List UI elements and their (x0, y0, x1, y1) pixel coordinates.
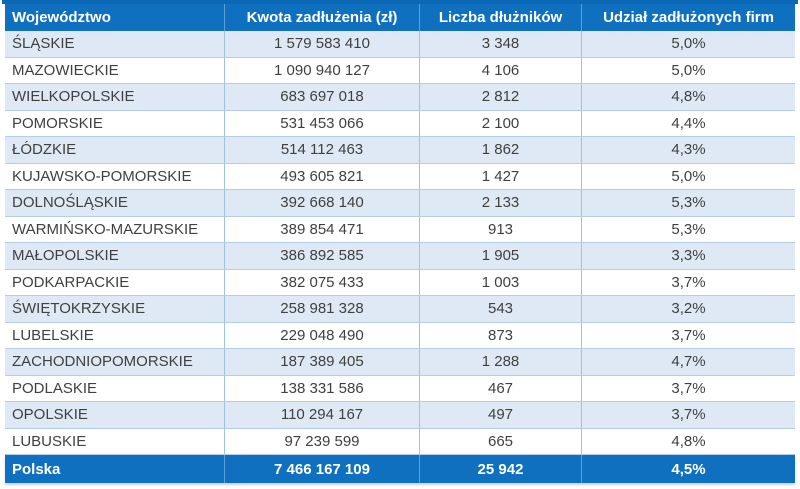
table-row-10: PODKARPACKIE 382 075 433 1 003 3,7% (5, 269, 795, 296)
table-row-3-cell-liczba-dluznikow: 2 812 (420, 84, 582, 110)
table-row-6-cell-kwota-zadluzenia: 493 605 821 (225, 163, 420, 189)
table-row-1-cell-wojewodztwo: ŚLĄSKIE (5, 31, 225, 57)
table-row-9: MAŁOPOLSKIE 386 892 585 1 905 3,3% (5, 243, 795, 270)
total-row-polska-cell-wojewodztwo: Polska (5, 455, 225, 483)
table-row-4-cell-liczba-dluznikow: 2 100 (420, 110, 582, 136)
table-row-15-cell-wojewodztwo: OPOLSKIE (5, 402, 225, 428)
table-row-14-cell-liczba-dluznikow: 467 (420, 375, 582, 401)
table-top-border (2, 0, 798, 4)
column-header-row: Województwo Kwota zadłużenia (zł) Liczba d… (5, 4, 795, 31)
table-row-9-cell-liczba-dluznikow: 1 905 (420, 243, 582, 269)
table-row-7-cell-udzial-zadluzonych-firm: 5,3% (671, 194, 706, 212)
table-row-10-cell-liczba-dluznikow: 1 003 (420, 269, 582, 295)
table-row-13-cell-liczba-dluznikow: 1 288 (420, 349, 582, 375)
table-row-16-cell-kwota-zadluzenia: 97 239 599 (225, 428, 420, 454)
table-row-2: MAZOWIECKIE 1 090 940 127 4 106 5,0% (5, 57, 795, 84)
table-row-4: POMORSKIE 531 453 066 2 100 4,4% (5, 110, 795, 137)
table-row-12-cell-liczba-dluznikow: 873 (420, 322, 582, 348)
table-row-7-cell-wojewodztwo: DOLNOŚLĄSKIE (5, 190, 225, 216)
table-row-2-cell-udzial-zadluzonych-firm: 5,0% (671, 61, 706, 79)
total-row-polska-cell-liczba-dluznikow: 25 942 (420, 455, 582, 483)
table-row-16-cell-wojewodztwo: LUBUSKIE (5, 428, 225, 454)
table-row-9-cell-wojewodztwo: MAŁOPOLSKIE (5, 243, 225, 269)
table-row-8: WARMIŃSKO-MAZURSKIE 389 854 471 913 5,3% (5, 216, 795, 243)
table-row-5-cell-liczba-dluznikow: 1 862 (420, 137, 582, 163)
table-row-3-cell-udzial-zadluzonych-firm: 4,8% (671, 88, 706, 106)
table-row-8-cell-liczba-dluznikow: 913 (420, 216, 582, 242)
table-row-6: KUJAWSKO-POMORSKIE 493 605 821 1 427 5,0% (5, 163, 795, 190)
table-row-14-cell-udzial-zadluzonych-firm: 3,7% (671, 379, 706, 397)
table-row-12-cell-kwota-zadluzenia: 229 048 490 (225, 322, 420, 348)
table-row-10-cell-udzial-zadluzonych-firm: 3,7% (671, 273, 706, 291)
table-row-4-cell-wojewodztwo: POMORSKIE (5, 110, 225, 136)
table-row-9-cell-udzial-zadluzonych-firm: 3,3% (671, 247, 706, 265)
table-row-5-cell-udzial-zadluzonych-firm: 4,3% (671, 141, 706, 159)
table-row-1-cell-liczba-dluznikow: 3 348 (420, 31, 582, 57)
table-row-11-cell-udzial-zadluzonych-firm: 3,2% (671, 300, 706, 318)
table-row-3-cell-kwota-zadluzenia: 683 697 018 (225, 84, 420, 110)
table-row-2-cell-liczba-dluznikow: 4 106 (420, 57, 582, 83)
table-row-7-cell-kwota-zadluzenia: 392 668 140 (225, 190, 420, 216)
table-row-8-cell-udzial-zadluzonych-firm: 5,3% (671, 220, 706, 238)
table-row-6-cell-udzial-zadluzonych-firm: 5,0% (671, 167, 706, 185)
table-row-15-cell-udzial-zadluzonych-firm: 3,7% (671, 406, 706, 424)
table-row-16-cell-liczba-dluznikow: 665 (420, 428, 582, 454)
table-row-13-cell-udzial-zadluzonych-firm: 4,7% (671, 353, 706, 371)
table-row-14-cell-kwota-zadluzenia: 138 331 586 (225, 375, 420, 401)
table-row-9-cell-kwota-zadluzenia: 386 892 585 (225, 243, 420, 269)
voivodeship-debt-table: Województwo Kwota zadłużenia (zł) Liczba d… (5, 4, 795, 483)
table-row-10-cell-wojewodztwo: PODKARPACKIE (5, 269, 225, 295)
table-row-7-cell-liczba-dluznikow: 2 133 (420, 190, 582, 216)
table-row-7: DOLNOŚLĄSKIE 392 668 140 2 133 5,3% (5, 190, 795, 217)
table-row-4-cell-udzial-zadluzonych-firm: 4,4% (671, 114, 706, 132)
table-row-12-cell-udzial-zadluzonych-firm: 3,7% (671, 326, 706, 344)
table-row-13-cell-wojewodztwo: ZACHODNIOPOMORSKIE (5, 349, 225, 375)
table-row-1: ŚLĄSKIE 1 579 583 410 3 348 5,0% (5, 31, 795, 58)
table-row-2-cell-kwota-zadluzenia: 1 090 940 127 (225, 57, 420, 83)
table-row-8-cell-kwota-zadluzenia: 389 854 471 (225, 216, 420, 242)
table-row-8-cell-wojewodztwo: WARMIŃSKO-MAZURSKIE (5, 216, 225, 242)
table-row-13-cell-kwota-zadluzenia: 187 389 405 (225, 349, 420, 375)
table-row-15: OPOLSKIE 110 294 167 497 3,7% (5, 402, 795, 429)
table-row-16-cell-udzial-zadluzonych-firm: 4,8% (671, 432, 706, 450)
table-row-12-cell-wojewodztwo: LUBELSKIE (5, 322, 225, 348)
table-row-1-cell-udzial-zadluzonych-firm: 5,0% (671, 35, 706, 53)
table-row-11-cell-wojewodztwo: ŚWIĘTOKRZYSKIE (5, 296, 225, 322)
table-row-14: PODLASKIE 138 331 586 467 3,7% (5, 375, 795, 402)
column-header-row-cell-udzial-zadluzonych-firm: Udział zadłużonych firm (603, 9, 774, 26)
column-header-row-cell-kwota-zadluzenia: Kwota zadłużenia (zł) (225, 4, 420, 31)
column-header-row-cell-liczba-dluznikow: Liczba dłużników (420, 4, 582, 31)
total-row-polska-cell-udzial-zadluzonych-firm: 4,5% (671, 460, 706, 478)
table-row-11: ŚWIĘTOKRZYSKIE 258 981 328 543 3,2% (5, 296, 795, 323)
table-row-13: ZACHODNIOPOMORSKIE 187 389 405 1 288 4,7% (5, 349, 795, 376)
table-row-3-cell-wojewodztwo: WIELKOPOLSKIE (5, 84, 225, 110)
total-row-polska: Polska 7 466 167 109 25 942 4,5% (5, 455, 795, 483)
table-row-5-cell-wojewodztwo: ŁÓDZKIE (5, 137, 225, 163)
table-row-4-cell-kwota-zadluzenia: 531 453 066 (225, 110, 420, 136)
column-header-row-cell-wojewodztwo: Województwo (5, 4, 225, 31)
table-row-6-cell-liczba-dluznikow: 1 427 (420, 163, 582, 189)
table-row-14-cell-wojewodztwo: PODLASKIE (5, 375, 225, 401)
table-row-11-cell-liczba-dluznikow: 543 (420, 296, 582, 322)
table-row-5-cell-kwota-zadluzenia: 514 112 463 (225, 137, 420, 163)
table-row-16: LUBUSKIE 97 239 599 665 4,8% (5, 428, 795, 455)
table-row-1-cell-kwota-zadluzenia: 1 579 583 410 (225, 31, 420, 57)
table-row-15-cell-liczba-dluznikow: 497 (420, 402, 582, 428)
table-row-10-cell-kwota-zadluzenia: 382 075 433 (225, 269, 420, 295)
table-row-6-cell-wojewodztwo: KUJAWSKO-POMORSKIE (5, 163, 225, 189)
table-row-15-cell-kwota-zadluzenia: 110 294 167 (225, 402, 420, 428)
table-row-3: WIELKOPOLSKIE 683 697 018 2 812 4,8% (5, 84, 795, 111)
total-row-polska-cell-kwota-zadluzenia: 7 466 167 109 (225, 455, 420, 483)
table-row-12: LUBELSKIE 229 048 490 873 3,7% (5, 322, 795, 349)
table-row-5: ŁÓDZKIE 514 112 463 1 862 4,3% (5, 137, 795, 164)
table-row-11-cell-kwota-zadluzenia: 258 981 328 (225, 296, 420, 322)
table-row-2-cell-wojewodztwo: MAZOWIECKIE (5, 57, 225, 83)
